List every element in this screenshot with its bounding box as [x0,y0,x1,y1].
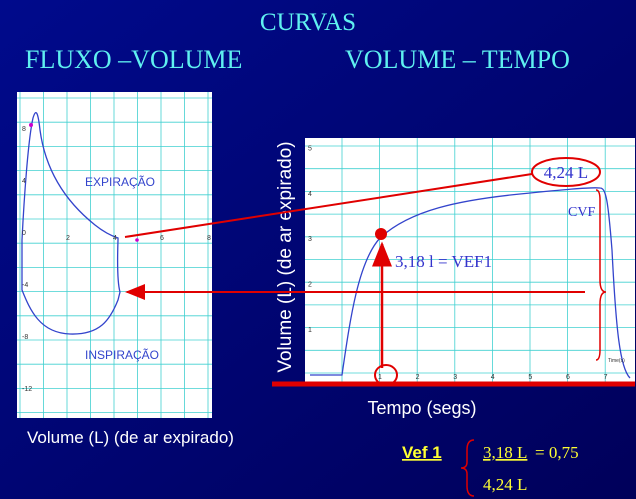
x-unit: Time(s) [608,358,625,364]
fvc-value: 4,24 L [544,163,588,182]
x-tick-label: 4 [491,374,495,381]
inspiration-label: INSPIRAÇÃO [85,348,159,362]
fev1-label: 3,18 l = VEF1 [395,252,492,271]
fev1-point [375,228,387,240]
y-tick-label: 1 [308,327,312,334]
x-tick-label: 8 [207,235,211,242]
x-tick-label: 6 [566,374,570,381]
y-tick-label: -8 [22,334,28,341]
result: = 0,75 [535,443,579,462]
grid [305,138,635,383]
x-tick-label: 2 [416,374,420,381]
x-tick-label: 3 [453,374,457,381]
y-tick-label: -12 [22,386,32,393]
title: CURVAS [260,9,356,36]
bracket [595,189,607,361]
marker [29,123,33,127]
brace [460,439,475,497]
y-tick-label: 0 [22,230,26,237]
y-tick-label: 8 [22,126,26,133]
y-tick-label: -4 [22,282,28,289]
highlight [374,364,398,386]
x-axis-label: Volume (L) (de ar expirado) [27,428,234,447]
x-tick-label: 1 [378,374,382,381]
x-tick-label: 5 [528,374,532,381]
numerator: 3,18 L [483,443,527,462]
connector [124,173,533,238]
grid [17,92,212,418]
denominator: 4,24 L [483,475,527,494]
heading: FLUXO –VOLUME [25,45,242,74]
x-tick-label: 2 [66,235,70,242]
expiration-label: EXPIRAÇÃO [85,175,155,189]
heading: VOLUME – TEMPO [345,45,570,74]
formula-name: Vef 1 [402,443,442,462]
x-tick-label: 7 [604,374,608,381]
y-tick-label: 5 [308,145,312,152]
fvc-label: CVF [568,205,595,220]
x-axis-label: Tempo (segs) [367,398,476,418]
y-tick-label: 4 [22,178,26,185]
marker [135,238,139,242]
flow-volume-panel [17,92,212,418]
x-tick-label: 4 [113,235,117,242]
y-tick-label: 4 [308,191,312,198]
y-axis-label: Volume (L) (de ar expirado) [275,141,296,372]
volume-time-panel [305,138,635,383]
y-tick-label: 3 [308,236,312,243]
x-tick-label: 6 [160,235,164,242]
volume-time-curve [310,187,631,379]
flow-volume-curve [21,112,121,335]
highlight [531,157,601,187]
y-tick-label: 2 [308,282,312,289]
